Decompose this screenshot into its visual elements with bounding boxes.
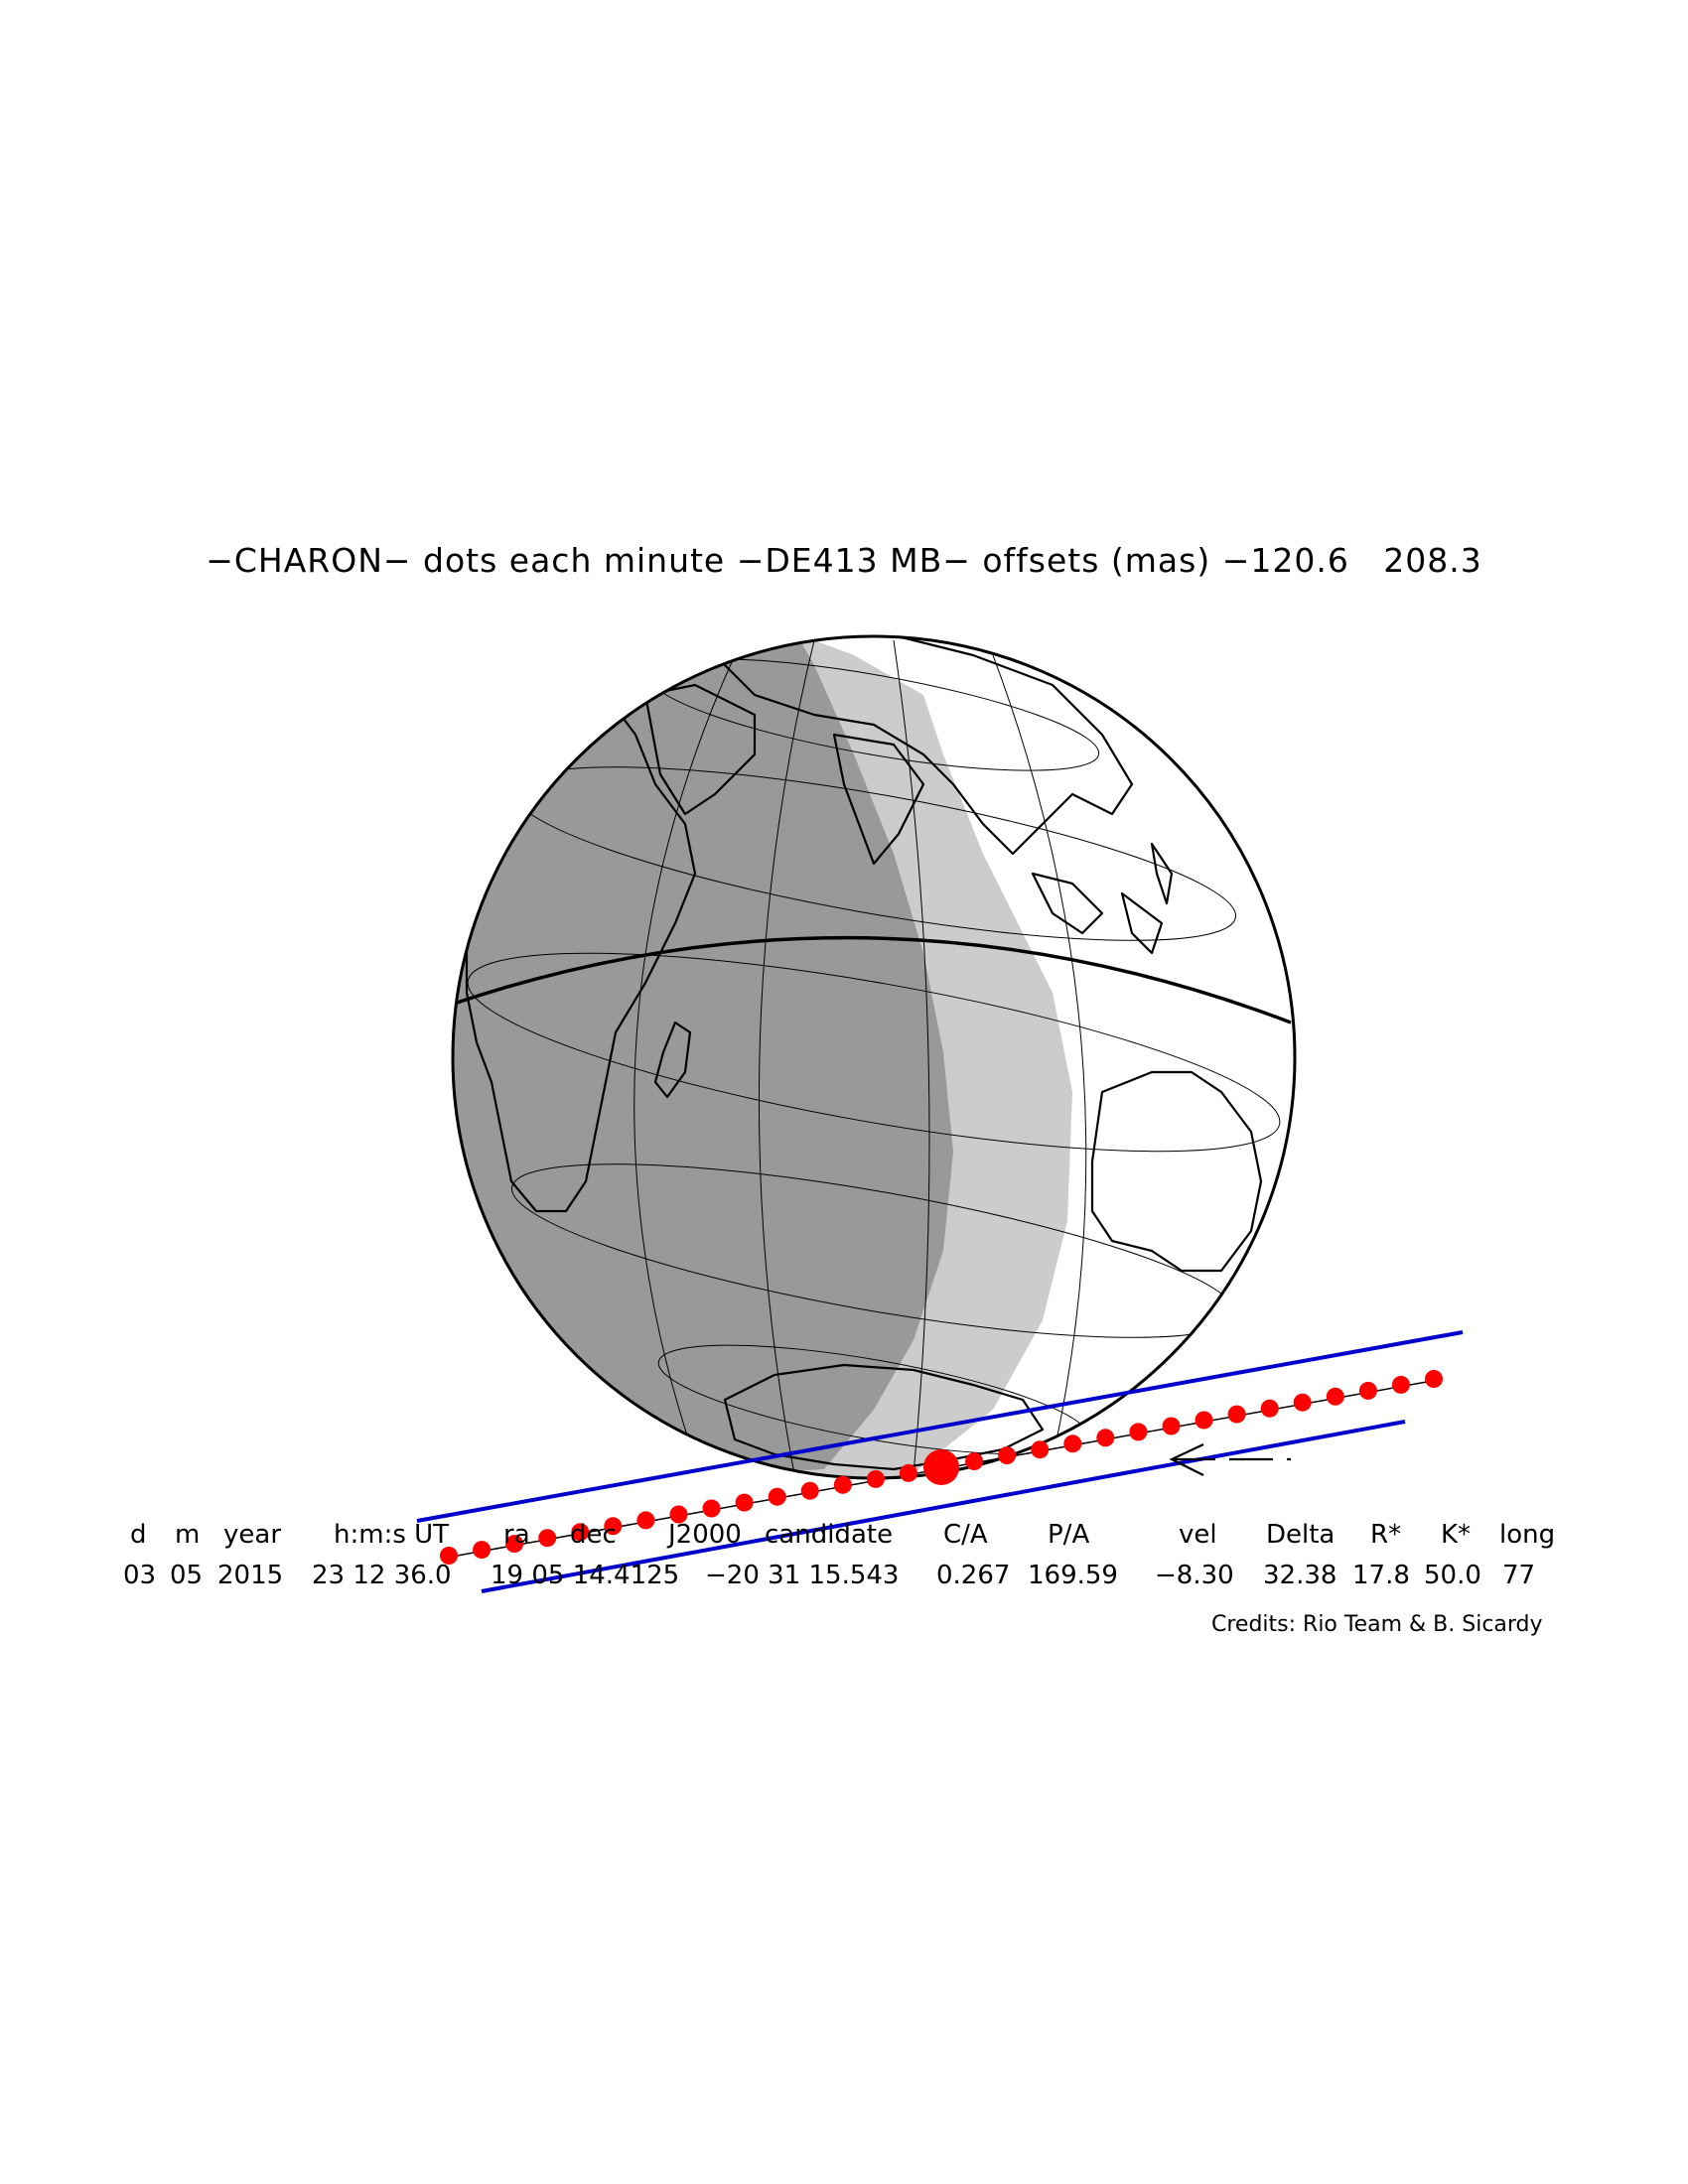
minute-dot — [636, 1511, 655, 1530]
minute-dot — [1031, 1440, 1050, 1459]
night-region — [453, 636, 953, 1478]
minute-dot — [538, 1529, 557, 1548]
minute-dot — [1227, 1405, 1246, 1424]
minute-dot — [669, 1505, 688, 1524]
header-dec: dec — [570, 1520, 617, 1550]
australia-coast — [1090, 1070, 1263, 1273]
india-coast — [832, 733, 925, 866]
header-k-star: K* — [1441, 1520, 1472, 1550]
header-year: year — [223, 1520, 282, 1550]
value-year: 2015 — [217, 1561, 284, 1590]
header-ca: C/A — [943, 1520, 988, 1550]
minute-dot — [833, 1475, 852, 1494]
arabia-coast — [643, 683, 757, 816]
value-long: 77 — [1502, 1561, 1536, 1590]
minute-dot — [604, 1517, 623, 1536]
path-limit-north — [416, 1330, 1464, 1523]
minute-dot — [1326, 1387, 1344, 1406]
minute-dot — [1391, 1375, 1410, 1394]
minute-dot — [866, 1469, 885, 1488]
value-d: 03 — [123, 1561, 157, 1590]
minute-dot — [768, 1487, 786, 1506]
header-j2000: J2000 — [668, 1520, 742, 1550]
value-pa: 169.59 — [1028, 1561, 1118, 1590]
value-ra: 19 05 14.4125 — [491, 1561, 680, 1590]
equator — [456, 935, 1292, 1024]
closest-approach-dot — [923, 1449, 959, 1485]
minute-dot — [1162, 1417, 1181, 1435]
value-delta: 32.38 — [1263, 1561, 1337, 1590]
value-dec: −20 31 15.543 — [705, 1561, 900, 1590]
southeast-asia-islands — [1031, 842, 1174, 955]
minute-dot — [1425, 1370, 1443, 1388]
value-hms-ut: 23 12 36.0 — [312, 1561, 452, 1590]
credits: Credits: Rio Team & B. Sicardy — [1211, 1612, 1543, 1637]
minute-dot — [702, 1499, 721, 1518]
header-m: m — [175, 1520, 201, 1550]
header-vel: vel — [1179, 1520, 1217, 1550]
value-ca: 0.267 — [936, 1561, 1011, 1590]
africa-coast — [465, 693, 697, 1213]
minute-dot — [1195, 1411, 1213, 1430]
minute-dots — [440, 1370, 1443, 1565]
minute-dot — [899, 1463, 917, 1482]
asia-coast — [693, 636, 1134, 856]
chart-title: −CHARON− dots each minute −DE413 MB− off… — [206, 541, 1482, 580]
minute-dot — [1063, 1434, 1082, 1453]
minute-dot — [998, 1446, 1017, 1465]
path-limit-south — [481, 1420, 1406, 1593]
value-r-star: 17.8 — [1352, 1561, 1410, 1590]
minute-dot — [571, 1523, 590, 1542]
minute-dot — [800, 1481, 819, 1500]
path-limits — [416, 1330, 1464, 1593]
minute-dot — [1129, 1423, 1148, 1441]
minute-dot — [473, 1541, 492, 1560]
header-d: d — [130, 1520, 147, 1550]
minute-dot — [1260, 1399, 1279, 1418]
header-candidate: candidate — [765, 1520, 894, 1550]
header-ra: ra — [503, 1520, 530, 1550]
globe — [451, 634, 1297, 1480]
minute-dot — [1096, 1429, 1115, 1447]
minute-dot — [440, 1547, 458, 1565]
minute-dot — [1358, 1381, 1377, 1400]
minute-dot — [505, 1535, 524, 1554]
minute-dot — [1293, 1393, 1312, 1412]
direction-arrow-icon — [1169, 1443, 1291, 1476]
minute-dot — [735, 1493, 754, 1512]
header-delta: Delta — [1266, 1520, 1336, 1550]
value-vel: −8.30 — [1155, 1561, 1234, 1590]
madagascar-coast — [653, 1021, 692, 1099]
value-m: 05 — [170, 1561, 204, 1590]
header-hms-ut: h:m:s UT — [334, 1520, 450, 1550]
minute-dot — [965, 1452, 984, 1471]
value-k-star: 50.0 — [1424, 1561, 1481, 1590]
header-long: long — [1499, 1520, 1556, 1550]
header-r-star: R* — [1370, 1520, 1402, 1550]
header-pa: P/A — [1048, 1520, 1090, 1550]
